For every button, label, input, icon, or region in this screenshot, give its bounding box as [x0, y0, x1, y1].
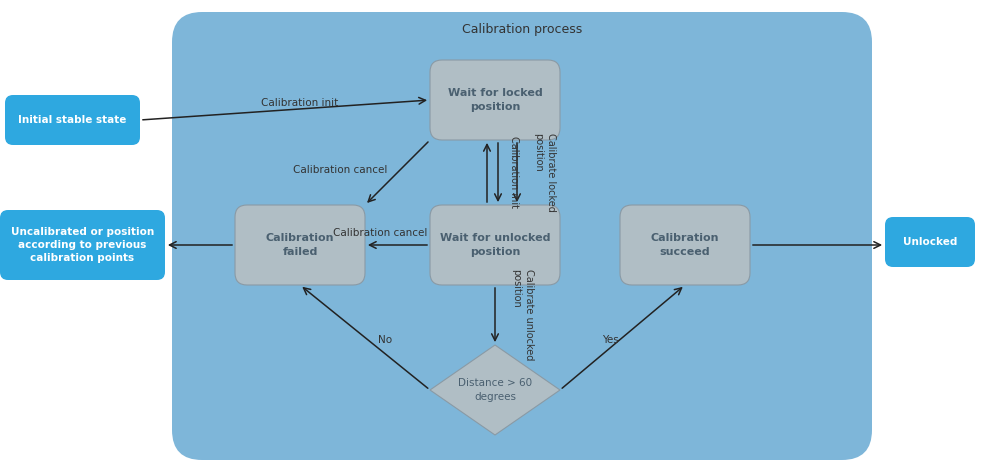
Text: Calibration init: Calibration init [261, 98, 338, 108]
Text: Initial stable state: Initial stable state [19, 115, 127, 125]
FancyBboxPatch shape [620, 205, 750, 285]
FancyBboxPatch shape [5, 95, 140, 145]
Text: Unlocked: Unlocked [903, 237, 957, 247]
Text: Calibration cancel: Calibration cancel [333, 228, 427, 238]
Polygon shape [430, 345, 560, 435]
FancyBboxPatch shape [430, 205, 560, 285]
FancyBboxPatch shape [430, 60, 560, 140]
Text: Distance > 60
degrees: Distance > 60 degrees [458, 378, 532, 401]
FancyBboxPatch shape [885, 217, 975, 267]
Text: Calibration cancel: Calibration cancel [292, 165, 387, 175]
Text: Wait for unlocked
position: Wait for unlocked position [439, 234, 550, 257]
Text: Uncalibrated or position
according to previous
calibration points: Uncalibrated or position according to pr… [11, 227, 154, 263]
FancyBboxPatch shape [235, 205, 365, 285]
Text: Calibration
failed: Calibration failed [266, 234, 335, 257]
Text: Calibration init: Calibration init [509, 136, 519, 208]
Text: No: No [378, 335, 392, 345]
Text: Calibration process: Calibration process [462, 24, 582, 37]
Text: Calibrate locked
position: Calibrate locked position [533, 133, 556, 212]
Text: Yes: Yes [601, 335, 618, 345]
Text: Calibrate unlocked
position: Calibrate unlocked position [511, 269, 535, 360]
Text: Calibration
succeed: Calibration succeed [650, 234, 719, 257]
Text: Wait for locked
position: Wait for locked position [447, 88, 542, 111]
FancyBboxPatch shape [0, 210, 165, 280]
FancyBboxPatch shape [172, 12, 872, 460]
